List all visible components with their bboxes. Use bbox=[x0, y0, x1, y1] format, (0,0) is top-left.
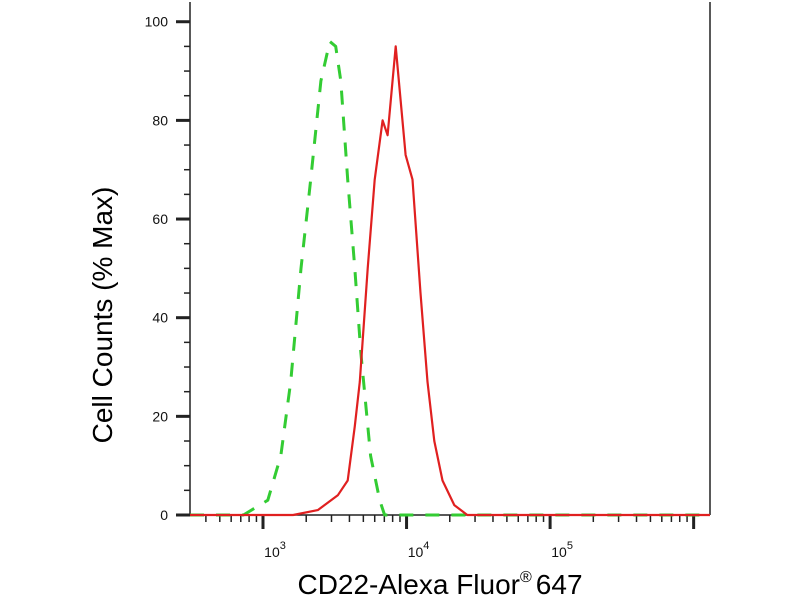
x-tick-base: 10 bbox=[551, 544, 567, 560]
y-tick-label: 20 bbox=[152, 408, 168, 424]
y-tick-label: 80 bbox=[152, 112, 168, 128]
y-tick-label: 40 bbox=[152, 310, 168, 326]
series-group bbox=[190, 40, 710, 517]
x-tick-exponent: 4 bbox=[423, 540, 429, 552]
axes bbox=[189, 2, 711, 516]
y-tick-label: 60 bbox=[152, 211, 168, 227]
y-axis-title: Cell Counts (% Max) bbox=[87, 187, 118, 444]
x-tick-label: 104 bbox=[408, 540, 430, 560]
x-axis-title-main: CD22-Alexa Fluor bbox=[297, 569, 520, 600]
y-tick-label: 100 bbox=[145, 14, 169, 30]
x-tick-exponent: 5 bbox=[567, 540, 573, 552]
cd22-histogram-line bbox=[190, 45, 710, 517]
control-histogram-line bbox=[190, 40, 710, 517]
x-tick-base: 10 bbox=[408, 544, 424, 560]
x-tick-label: 103 bbox=[264, 540, 286, 560]
x-axis-title-suffix: 647 bbox=[536, 569, 583, 600]
x-tick-base: 10 bbox=[264, 544, 280, 560]
x-tick-exponent: 3 bbox=[280, 540, 286, 552]
x-axis-title-registered: ® bbox=[520, 569, 532, 586]
x-axis-title: CD22-Alexa Fluor® 647 bbox=[297, 569, 582, 600]
x-tick-label: 105 bbox=[551, 540, 573, 560]
y-tick-label: 0 bbox=[160, 507, 168, 523]
